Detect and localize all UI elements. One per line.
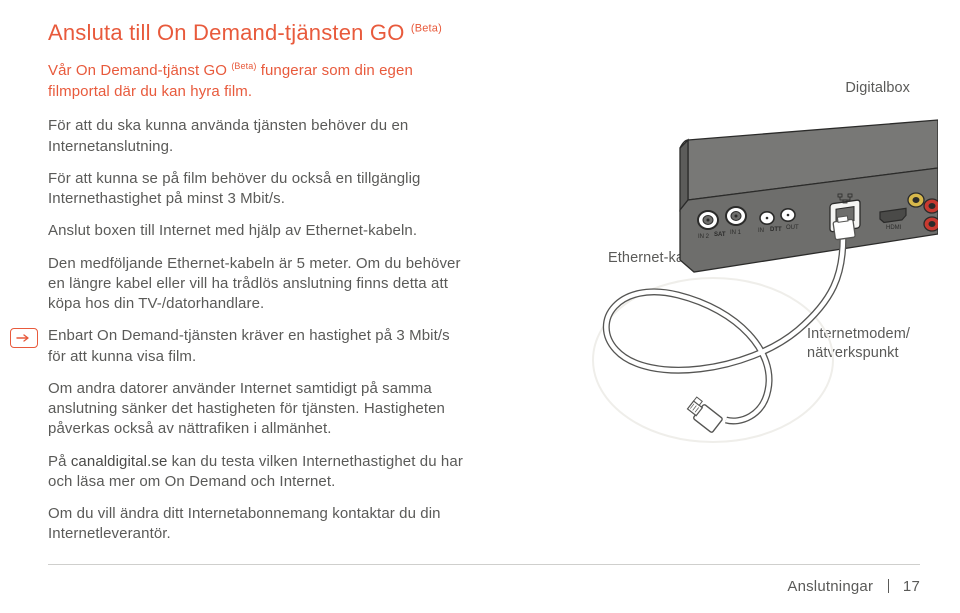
- svg-text:IN 2: IN 2: [698, 234, 710, 240]
- paragraph-2: För att kunna se på film behöver du ocks…: [48, 169, 468, 210]
- intro-l1-beta: (Beta): [231, 61, 256, 71]
- intro-text: Vår On Demand-tjänst GO (Beta) fungerar …: [48, 60, 468, 102]
- page-footer: Anslutningar 17: [787, 578, 920, 595]
- tip-paragraph-2: Om andra datorer använder Internet samti…: [48, 379, 468, 440]
- tip-block: Enbart On Demand-tjänsten kräver en hast…: [10, 326, 468, 544]
- footer-divider: [888, 579, 889, 593]
- tip-paragraph-4: Om du vill ändra ditt Internetabonnemang…: [48, 504, 468, 545]
- svg-text:HDMI: HDMI: [886, 225, 902, 231]
- digitalbox-shape: [680, 120, 938, 272]
- intro-l1-prefix: Vår On Demand-tjänst GO: [48, 62, 231, 79]
- intro-l1-suffix: fungerar som din egen: [256, 62, 412, 79]
- title-prefix: Ansluta till On Demand-tjänsten GO: [48, 20, 411, 45]
- paragraph-3: Anslut boxen till Internet med hjälp av …: [48, 221, 468, 241]
- footer-section: Anslutningar: [787, 578, 873, 595]
- svg-text:IN: IN: [758, 228, 764, 234]
- tip-paragraph-3: På canaldigital.se kan du testa vilken I…: [48, 452, 468, 493]
- tip3-link: canaldigital.se: [71, 453, 168, 470]
- footer-rule: [48, 564, 920, 565]
- diagram-svg: IN 2 SAT IN 1 IN DTT OUT: [498, 20, 938, 480]
- svg-text:IN 1: IN 1: [730, 230, 742, 236]
- tip-arrow-icon: [10, 328, 38, 348]
- svg-text:SAT: SAT: [714, 232, 726, 238]
- tip-paragraph-1: Enbart On Demand-tjänsten kräver en hast…: [48, 326, 468, 367]
- paragraph-1: För att du ska kunna använda tjänsten be…: [48, 116, 468, 157]
- svg-text:DTT: DTT: [770, 227, 782, 233]
- title-beta: (Beta): [411, 23, 442, 35]
- svg-text:OUT: OUT: [786, 225, 799, 231]
- tip3-prefix: På: [48, 453, 71, 470]
- intro-l2: filmportal där du kan hyra film.: [48, 83, 252, 100]
- footer-page: 17: [903, 578, 920, 595]
- connection-diagram: Digitalbox Ethernet-kabel Internetmodem/…: [498, 20, 920, 557]
- paragraph-4: Den medföljande Ethernet-kabeln är 5 met…: [48, 254, 468, 315]
- page-title: Ansluta till On Demand-tjänsten GO (Beta…: [48, 20, 468, 46]
